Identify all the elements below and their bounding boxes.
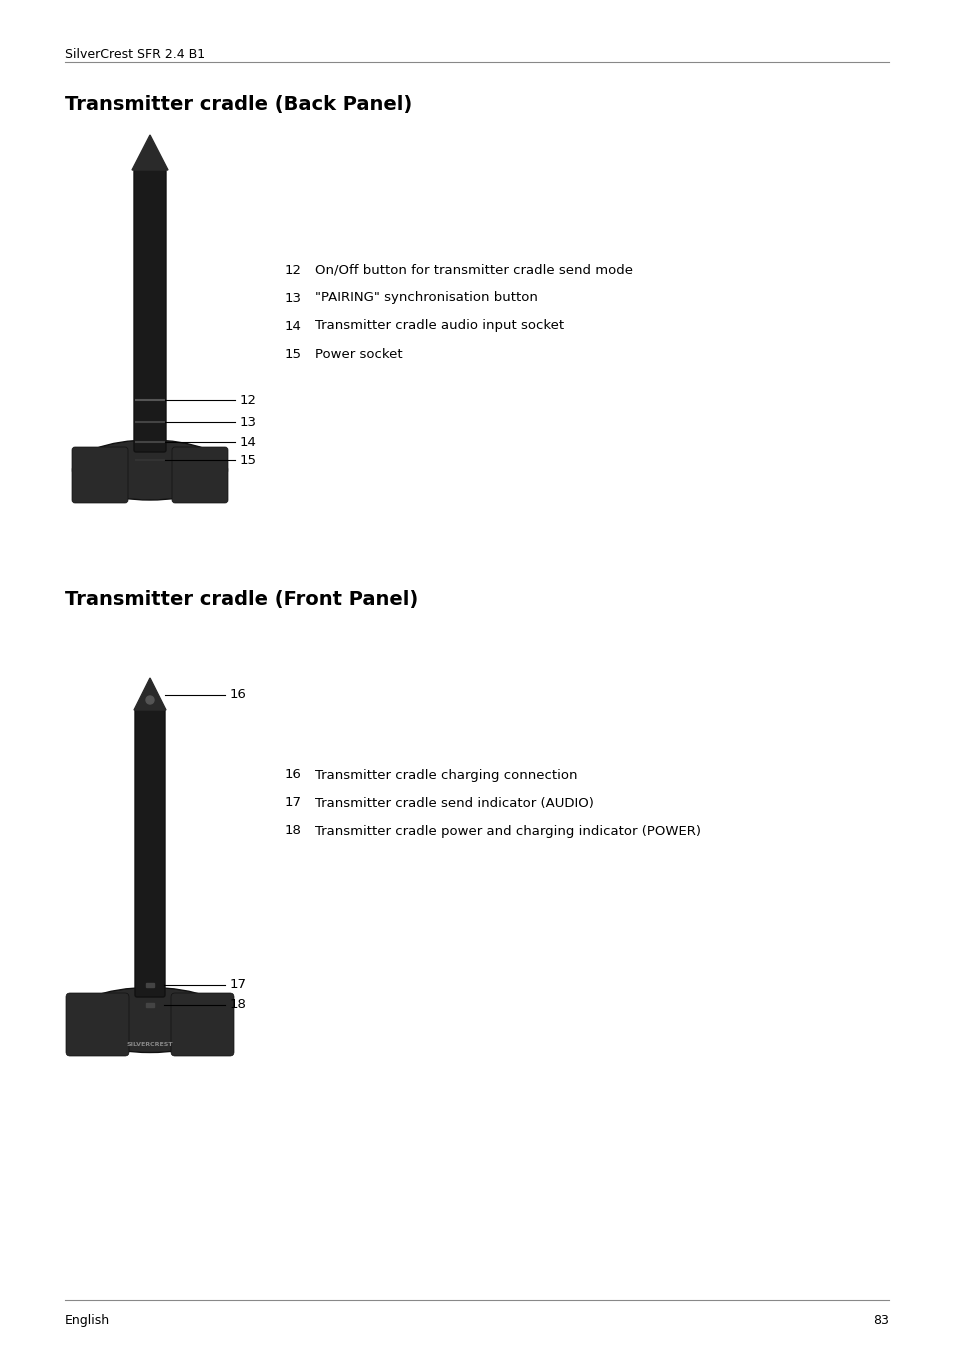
Bar (146, 983, 153, 987)
Text: 14: 14 (240, 435, 256, 449)
FancyBboxPatch shape (66, 992, 129, 1056)
Text: Transmitter cradle power and charging indicator (POWER): Transmitter cradle power and charging in… (314, 825, 700, 837)
Text: 83: 83 (872, 1314, 888, 1328)
Text: "PAIRING" synchronisation button: "PAIRING" synchronisation button (314, 292, 537, 304)
Text: Transmitter cradle charging connection: Transmitter cradle charging connection (314, 768, 577, 781)
Text: SilverCrest SFR 2.4 B1: SilverCrest SFR 2.4 B1 (65, 49, 205, 61)
Polygon shape (132, 135, 168, 170)
Text: 17: 17 (230, 979, 247, 991)
Text: 18: 18 (285, 825, 301, 837)
Circle shape (146, 696, 153, 704)
Text: 12: 12 (285, 264, 302, 277)
Text: 15: 15 (285, 347, 302, 361)
Text: Power socket: Power socket (314, 347, 402, 361)
Ellipse shape (68, 987, 233, 1052)
Text: 12: 12 (240, 393, 256, 407)
Text: Transmitter cradle audio input socket: Transmitter cradle audio input socket (314, 319, 563, 333)
FancyBboxPatch shape (71, 448, 128, 503)
Text: Transmitter cradle (Back Panel): Transmitter cradle (Back Panel) (65, 95, 412, 114)
Text: English: English (65, 1314, 110, 1328)
Text: 17: 17 (285, 796, 302, 810)
Text: 16: 16 (230, 688, 247, 702)
Text: 13: 13 (285, 292, 302, 304)
Text: On/Off button for transmitter cradle send mode: On/Off button for transmitter cradle sen… (314, 264, 633, 277)
Text: Transmitter cradle (Front Panel): Transmitter cradle (Front Panel) (65, 589, 417, 608)
Ellipse shape (72, 439, 227, 500)
Text: 15: 15 (240, 453, 256, 466)
Text: SILVERCREST: SILVERCREST (127, 1042, 173, 1048)
Text: 13: 13 (240, 415, 256, 429)
Bar (146, 1003, 153, 1007)
Text: Transmitter cradle send indicator (AUDIO): Transmitter cradle send indicator (AUDIO… (314, 796, 594, 810)
Text: 14: 14 (285, 319, 301, 333)
FancyBboxPatch shape (135, 708, 165, 996)
Text: 16: 16 (285, 768, 301, 781)
Text: 18: 18 (230, 999, 247, 1011)
FancyBboxPatch shape (172, 448, 228, 503)
FancyBboxPatch shape (171, 992, 233, 1056)
FancyBboxPatch shape (133, 168, 166, 452)
Polygon shape (133, 677, 166, 710)
